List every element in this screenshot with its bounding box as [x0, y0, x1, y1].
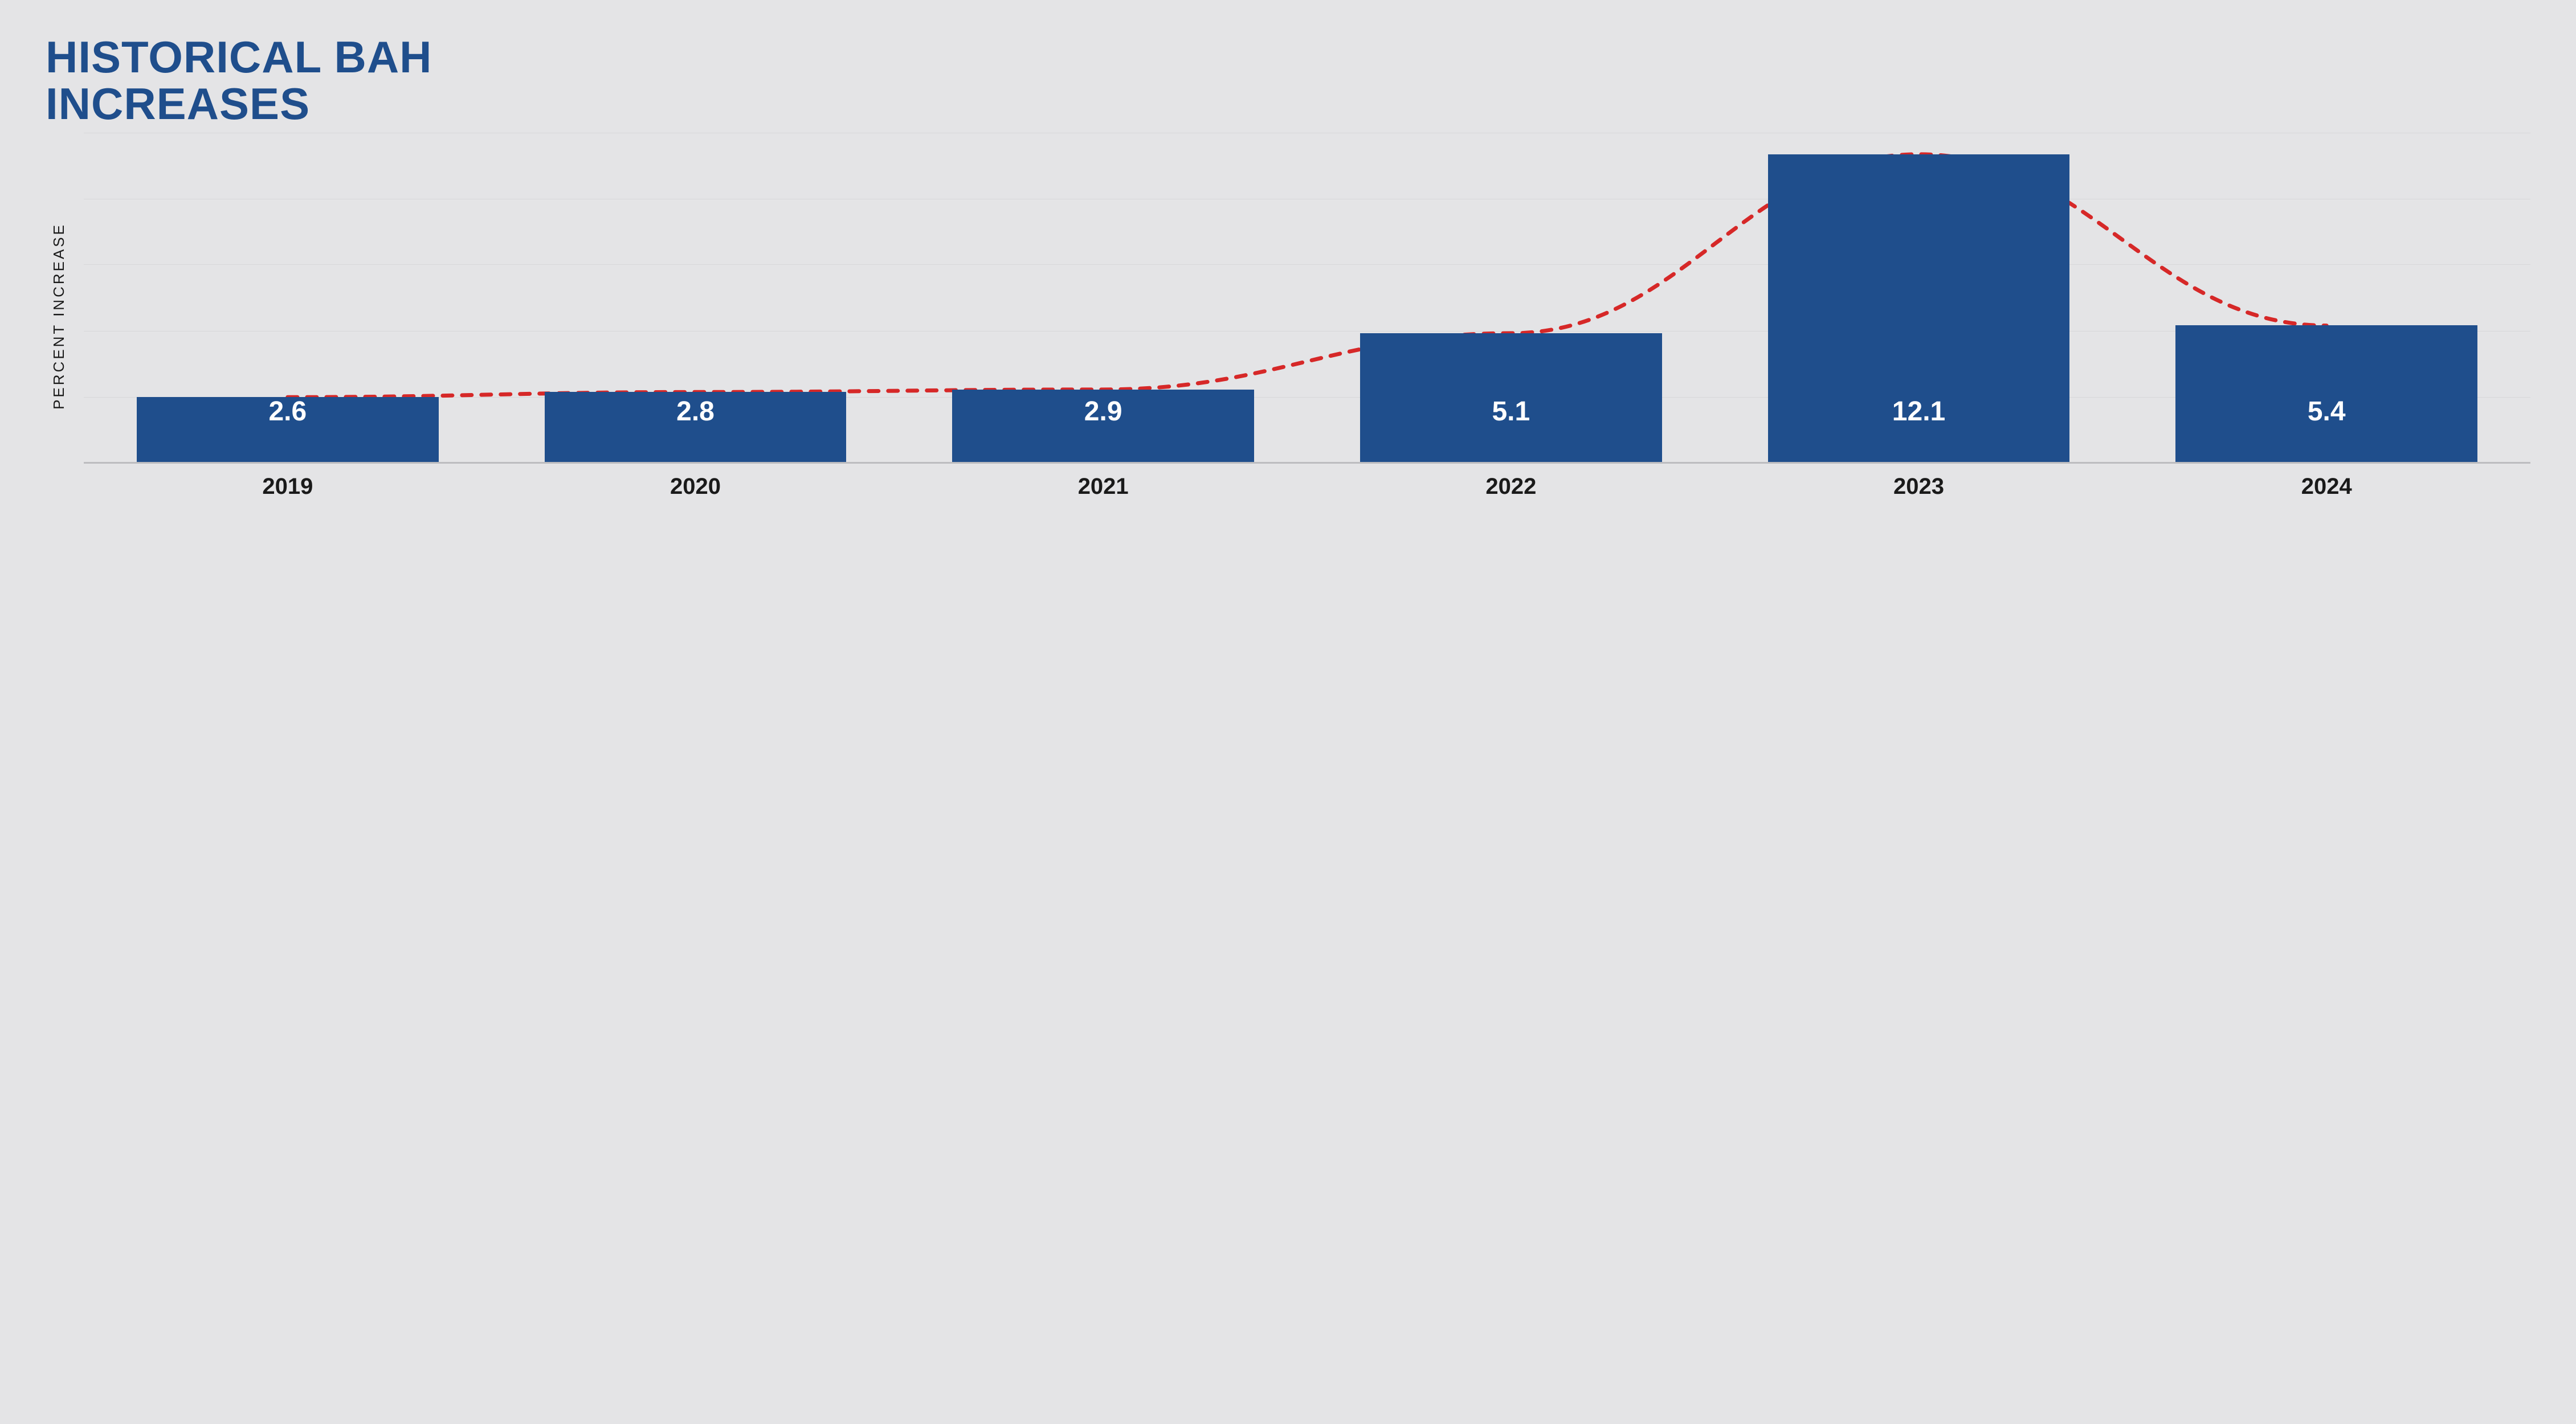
x-axis-label: 2019: [84, 474, 492, 500]
bar: 12.1: [1768, 154, 2070, 464]
bar: 5.1: [1360, 333, 1662, 464]
bar-value-label: 2.6: [268, 396, 307, 464]
bar: 2.8: [545, 392, 847, 464]
baseline: [84, 462, 2530, 464]
x-axis-label: 2020: [492, 474, 900, 500]
bar-slot: 5.1: [1307, 133, 1715, 464]
bar: 2.9: [952, 390, 1254, 464]
chart-title-line2: INCREASES: [46, 79, 310, 129]
bar-slot: 2.6: [84, 133, 492, 464]
bar-slot: 2.8: [492, 133, 900, 464]
chart-container: PERCENT INCREASE 2.6 2.8 2.9 5.1 12.1 5.4 201…: [46, 133, 2530, 500]
bar-value-label: 12.1: [1892, 396, 1945, 464]
x-axis-label: 2023: [1715, 474, 2123, 500]
bars-group: 2.6 2.8 2.9 5.1 12.1 5.4: [84, 133, 2530, 464]
bar-value-label: 2.9: [1084, 396, 1122, 464]
bar: 5.4: [2175, 325, 2477, 463]
bar-value-label: 5.1: [1492, 396, 1530, 464]
chart-title: HISTORICAL BAH INCREASES: [46, 34, 2530, 128]
bar-slot: 5.4: [2122, 133, 2530, 464]
x-axis-label: 2024: [2122, 474, 2530, 500]
plot: 2.6 2.8 2.9 5.1 12.1 5.4 20192020202120222023…: [84, 133, 2530, 500]
bar-value-label: 2.8: [676, 396, 715, 464]
chart-title-line1: HISTORICAL BAH: [46, 32, 432, 82]
y-axis-label: PERCENT INCREASE: [46, 223, 72, 410]
x-axis-label: 2022: [1307, 474, 1715, 500]
x-axis: 201920202021202220232024: [84, 474, 2530, 500]
bar-slot: 12.1: [1715, 133, 2123, 464]
bar: 2.6: [137, 397, 439, 464]
bar-value-label: 5.4: [2308, 396, 2346, 464]
bar-slot: 2.9: [899, 133, 1307, 464]
x-axis-label: 2021: [899, 474, 1307, 500]
plot-area: 2.6 2.8 2.9 5.1 12.1 5.4: [84, 133, 2530, 464]
